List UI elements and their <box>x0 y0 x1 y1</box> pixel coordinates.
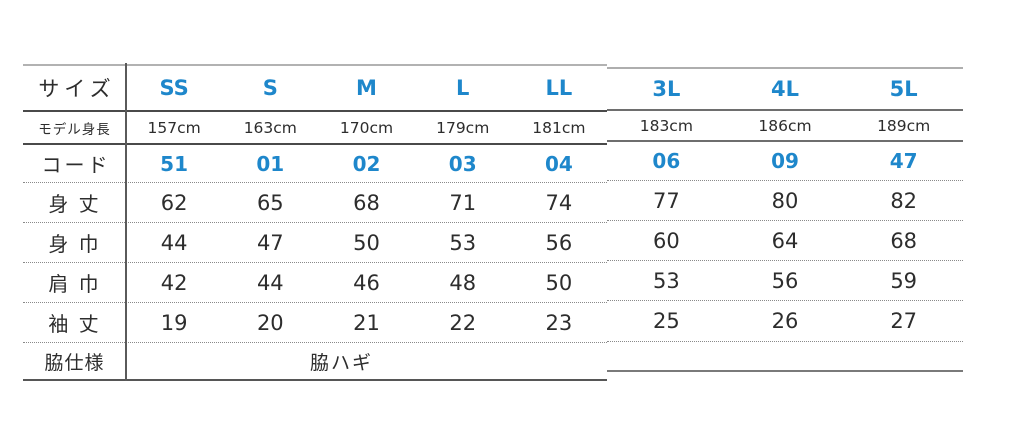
table-row-side-spec <box>607 342 963 372</box>
row-header-code: コード <box>41 153 111 177</box>
table-row-model-height: 183cm 186cm 189cm <box>607 111 963 142</box>
table-row-code: コード 51 01 02 03 04 <box>23 145 607 183</box>
model-height-value: 183cm <box>639 116 693 135</box>
code-value: 04 <box>544 151 573 176</box>
table-row-sleeve-length: 25 26 27 <box>607 301 963 342</box>
model-height-value: 170cm <box>339 118 394 137</box>
table-row-body-length: 身 丈 62 65 68 71 74 <box>23 183 607 223</box>
body-width-value: 68 <box>890 228 918 253</box>
side-spec-text: 脇ハギ <box>309 351 373 374</box>
table-row-side-spec: 脇仕様 脇ハギ <box>23 343 607 381</box>
body-length-value: 74 <box>545 190 573 215</box>
sleeve-length-value: 19 <box>160 310 188 335</box>
shoulder-width-value: 48 <box>449 270 477 295</box>
model-height-value: 157cm <box>147 118 201 137</box>
body-width-value: 56 <box>545 230 573 255</box>
code-value: 51 <box>160 151 189 176</box>
body-width-value: 64 <box>771 228 799 253</box>
body-width-value: 44 <box>160 230 188 255</box>
code-value: 02 <box>352 151 381 176</box>
code-value: 09 <box>771 149 799 173</box>
shoulder-width-value: 56 <box>771 268 799 293</box>
model-height-value: 181cm <box>532 118 586 137</box>
header-column-divider <box>125 63 127 381</box>
shoulder-width-value: 42 <box>160 270 188 295</box>
row-header-sleeve-length: 袖 丈 <box>48 312 101 336</box>
row-header-body-length: 身 丈 <box>48 192 101 216</box>
shoulder-width-value: 44 <box>256 270 284 295</box>
body-width-value: 60 <box>652 228 680 253</box>
body-length-value: 80 <box>771 188 799 213</box>
row-header-model-height: モデル身長 <box>38 121 111 138</box>
size-label-5l: 5L <box>889 77 918 101</box>
size-label-3l: 3L <box>652 77 681 101</box>
sleeve-length-value: 27 <box>890 309 918 333</box>
sleeve-length-value: 23 <box>545 310 573 335</box>
body-length-value: 77 <box>652 188 680 213</box>
size-label-ss: SS <box>159 76 189 100</box>
size-table-right-section: 3L 4L 5L 183cm 186cm 189cm 06 09 47 77 8… <box>607 67 963 372</box>
code-value: 47 <box>889 149 918 173</box>
body-length-value: 62 <box>160 190 188 215</box>
model-height-value: 186cm <box>758 116 812 135</box>
row-header-shoulder-width: 肩 巾 <box>48 272 101 296</box>
body-length-value: 71 <box>449 190 477 215</box>
table-row-body-width: 身 巾 44 47 50 53 56 <box>23 223 607 263</box>
table-row-code: 06 09 47 <box>607 142 963 181</box>
model-height-value: 163cm <box>243 118 297 137</box>
code-value: 01 <box>256 151 285 176</box>
table-row-body-length: 77 80 82 <box>607 181 963 221</box>
size-label-l: L <box>456 76 470 100</box>
table-row-shoulder-width: 53 56 59 <box>607 261 963 301</box>
size-label-s: S <box>262 76 278 100</box>
code-value: 06 <box>652 149 681 173</box>
shoulder-width-value: 46 <box>353 270 380 295</box>
shoulder-width-value: 50 <box>545 270 573 295</box>
body-length-value: 68 <box>353 190 380 215</box>
table-row-size: サイズ SS S M L LL <box>23 66 607 112</box>
shoulder-width-value: 59 <box>890 268 918 293</box>
body-width-value: 50 <box>353 230 380 255</box>
table-row-size: 3L 4L 5L <box>607 69 963 111</box>
size-label-4l: 4L <box>771 77 799 101</box>
body-width-value: 47 <box>256 230 284 255</box>
table-row-sleeve-length: 袖 丈 19 20 21 22 23 <box>23 303 607 343</box>
body-length-value: 82 <box>890 188 918 213</box>
size-label-m: M <box>356 76 377 100</box>
sleeve-length-value: 20 <box>256 310 284 335</box>
size-label-ll: LL <box>545 76 573 100</box>
side-spec-value: 脇ハギ <box>126 343 607 379</box>
sleeve-length-value: 26 <box>771 309 799 333</box>
row-header-side-spec: 脇仕様 <box>44 351 105 374</box>
sleeve-length-value: 22 <box>449 310 477 335</box>
row-header-body-width: 身 巾 <box>48 232 101 256</box>
body-width-value: 53 <box>449 230 477 255</box>
code-value: 03 <box>448 151 477 176</box>
size-table-left-section: サイズ SS S M L LL モデル身長 157cm 163cm 170cm … <box>23 64 607 381</box>
table-row-shoulder-width: 肩 巾 42 44 46 48 50 <box>23 263 607 303</box>
row-header-size: サイズ <box>38 77 116 101</box>
model-height-value: 179cm <box>436 118 490 137</box>
table-row-body-width: 60 64 68 <box>607 221 963 261</box>
side-spec-empty-cell <box>607 342 963 370</box>
model-height-value: 189cm <box>877 116 931 135</box>
shoulder-width-value: 53 <box>652 268 680 293</box>
table-row-model-height: モデル身長 157cm 163cm 170cm 179cm 181cm <box>23 112 607 145</box>
sleeve-length-value: 21 <box>353 310 380 335</box>
body-length-value: 65 <box>256 190 284 215</box>
sleeve-length-value: 25 <box>652 309 680 333</box>
